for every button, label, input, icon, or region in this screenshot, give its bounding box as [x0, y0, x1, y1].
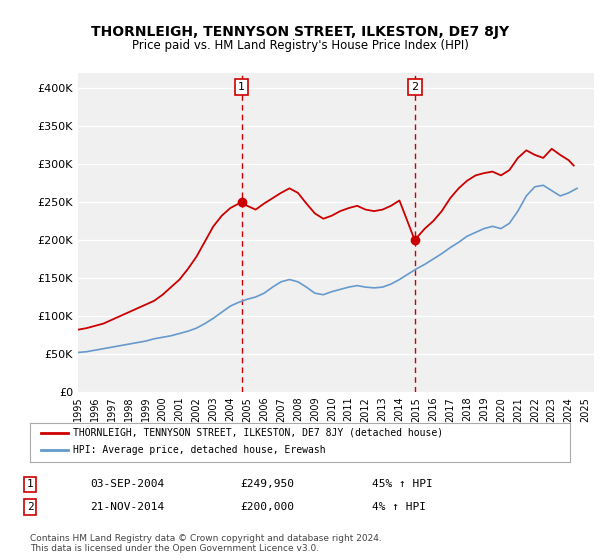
Text: THORNLEIGH, TENNYSON STREET, ILKESTON, DE7 8JY: THORNLEIGH, TENNYSON STREET, ILKESTON, D… — [91, 25, 509, 39]
Text: 4% ↑ HPI: 4% ↑ HPI — [372, 502, 426, 512]
Text: Price paid vs. HM Land Registry's House Price Index (HPI): Price paid vs. HM Land Registry's House … — [131, 39, 469, 52]
Text: 2: 2 — [26, 502, 34, 512]
Text: 03-SEP-2004: 03-SEP-2004 — [90, 479, 164, 489]
Text: 21-NOV-2014: 21-NOV-2014 — [90, 502, 164, 512]
Text: 1: 1 — [26, 479, 34, 489]
Text: Contains HM Land Registry data © Crown copyright and database right 2024.
This d: Contains HM Land Registry data © Crown c… — [30, 534, 382, 553]
Text: 1: 1 — [238, 82, 245, 92]
Text: 2: 2 — [411, 82, 418, 92]
Text: £200,000: £200,000 — [240, 502, 294, 512]
Text: 45% ↑ HPI: 45% ↑ HPI — [372, 479, 433, 489]
Text: £249,950: £249,950 — [240, 479, 294, 489]
Text: THORNLEIGH, TENNYSON STREET, ILKESTON, DE7 8JY (detached house): THORNLEIGH, TENNYSON STREET, ILKESTON, D… — [73, 428, 443, 437]
Text: HPI: Average price, detached house, Erewash: HPI: Average price, detached house, Erew… — [73, 445, 326, 455]
